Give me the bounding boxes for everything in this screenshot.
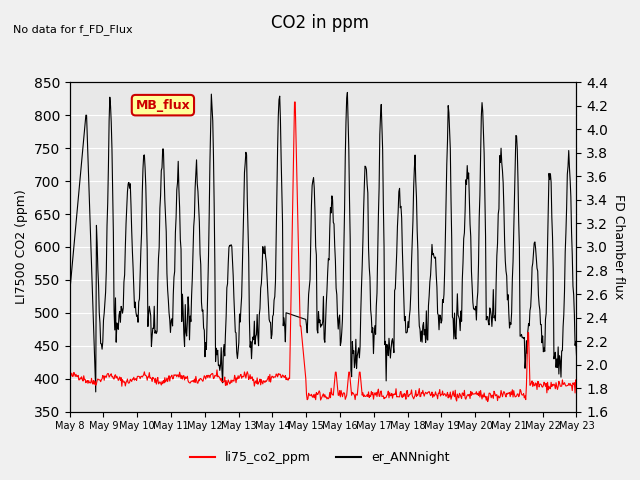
Legend: li75_co2_ppm, er_ANNnight: li75_co2_ppm, er_ANNnight [186,446,454,469]
Y-axis label: LI7500 CO2 (ppm): LI7500 CO2 (ppm) [15,190,28,304]
Text: CO2 in ppm: CO2 in ppm [271,14,369,33]
Text: No data for f_FD_Flux: No data for f_FD_Flux [13,24,132,35]
Text: MB_flux: MB_flux [136,99,190,112]
Y-axis label: FD Chamber flux: FD Chamber flux [612,194,625,300]
